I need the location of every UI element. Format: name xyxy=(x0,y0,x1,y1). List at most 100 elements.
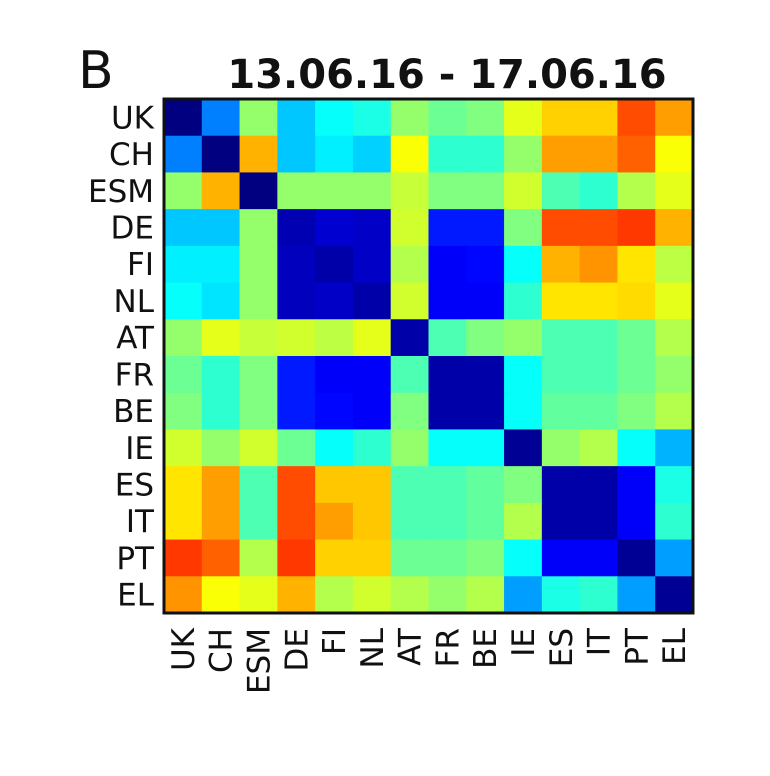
heatmap-cell-NL-ESM xyxy=(239,282,278,320)
heatmap-cell-ES-NL xyxy=(352,466,392,504)
heatmap-cell-PT-FI xyxy=(315,539,354,577)
heatmap-cell-BE-FI xyxy=(315,392,354,431)
x-tick-label: FR xyxy=(430,628,466,667)
heatmap-cell-BE-EL xyxy=(655,392,694,431)
heatmap-cell-PT-FR xyxy=(428,539,467,577)
heatmap-cell-EL-CH xyxy=(201,576,241,614)
heatmap-cell-UK-UK xyxy=(164,99,203,137)
heatmap-cell-IT-FR xyxy=(428,502,467,541)
heatmap-cell-FR-FR xyxy=(428,356,467,394)
heatmap-cell-NL-ES xyxy=(541,282,581,320)
heatmap-cell-UK-PT xyxy=(617,99,656,137)
heatmap-cell-EL-NL xyxy=(352,576,392,614)
heatmap-cell-EL-IT xyxy=(579,576,619,614)
heatmap-cell-FR-FI xyxy=(315,356,354,394)
heatmap-cell-FI-IT xyxy=(579,245,619,284)
heatmap-cell-EL-ES xyxy=(541,576,581,614)
heatmap-cell-FR-DE xyxy=(277,356,316,394)
y-tick-label: DE xyxy=(111,211,154,247)
heatmap-cell-EL-PT xyxy=(617,576,656,614)
x-tick-label: IE xyxy=(506,628,542,657)
heatmap-cell-AT-CH xyxy=(201,319,241,357)
heatmap-cell-NL-IE xyxy=(504,282,543,320)
heatmap-cell-UK-NL xyxy=(352,99,392,137)
heatmap-cell-ESM-NL xyxy=(352,172,392,210)
heatmap-cell-BE-UK xyxy=(164,392,203,431)
heatmap-cell-ES-ESM xyxy=(239,466,278,504)
heatmap-cell-AT-DE xyxy=(277,319,316,357)
heatmap-cell-ESM-UK xyxy=(164,172,203,210)
heatmap-cell-IE-BE xyxy=(466,429,505,467)
heatmap-cell-PT-NL xyxy=(352,539,392,577)
heatmap-cell-ES-DE xyxy=(277,466,316,504)
heatmap-cell-DE-CH xyxy=(201,209,241,247)
heatmap-cell-ESM-CH xyxy=(201,172,241,210)
heatmap-cell-AT-ES xyxy=(541,319,581,357)
heatmap-cell-CH-UK xyxy=(164,135,203,174)
heatmap-cell-FR-ESM xyxy=(239,356,278,394)
heatmap-cell-NL-PT xyxy=(617,282,656,320)
heatmap-cell-ESM-PT xyxy=(617,172,656,210)
heatmap-cell-BE-FR xyxy=(428,392,467,431)
heatmap-cell-ES-IT xyxy=(579,466,619,504)
heatmap-cell-CH-IE xyxy=(504,135,543,174)
heatmap-cell-CH-PT xyxy=(617,135,656,174)
heatmap-cell-ESM-EL xyxy=(655,172,694,210)
heatmap-cell-AT-EL xyxy=(655,319,694,357)
heatmap-cell-CH-BE xyxy=(466,135,505,174)
heatmap-cell-NL-CH xyxy=(201,282,241,320)
heatmap-cell-UK-FI xyxy=(315,99,354,137)
heatmap-cell-IE-FR xyxy=(428,429,467,467)
heatmap-cell-PT-IT xyxy=(579,539,619,577)
heatmap-cell-EL-FI xyxy=(315,576,354,614)
heatmap-cell-EL-ESM xyxy=(239,576,278,614)
heatmap-cell-ESM-DE xyxy=(277,172,316,210)
heatmap-cell-ES-CH xyxy=(201,466,241,504)
heatmap-cell-PT-ES xyxy=(541,539,581,577)
heatmap-cell-UK-ESM xyxy=(239,99,278,137)
panel-letter: B xyxy=(78,41,114,101)
heatmap-cell-ES-EL xyxy=(655,466,694,504)
heatmap-cell-IE-ES xyxy=(541,429,581,467)
heatmap-cell-IE-PT xyxy=(617,429,656,467)
heatmap-cell-FI-CH xyxy=(201,245,241,284)
heatmap-cell-NL-EL xyxy=(655,282,694,320)
heatmap-cell-NL-AT xyxy=(390,282,430,320)
heatmap-cell-FR-ES xyxy=(541,356,581,394)
y-tick-label: ESM xyxy=(88,174,154,210)
heatmap-cell-CH-EL xyxy=(655,135,694,174)
heatmap-cell-ES-PT xyxy=(617,466,656,504)
heatmap-cell-IT-DE xyxy=(277,502,316,541)
heatmap-cell-PT-AT xyxy=(390,539,430,577)
heatmap-cell-AT-BE xyxy=(466,319,505,357)
heatmap-cell-CH-AT xyxy=(390,135,430,174)
heatmap-cell-ESM-ESM xyxy=(239,172,278,210)
heatmap-cell-BE-IT xyxy=(579,392,619,431)
heatmap-cell-DE-UK xyxy=(164,209,203,247)
x-tick-label: NL xyxy=(355,627,391,668)
chart-title: 13.06.16 - 17.06.16 xyxy=(227,52,666,98)
heatmap-cell-AT-IT xyxy=(579,319,619,357)
heatmap-cell-FI-DE xyxy=(277,245,316,284)
heatmap-cell-IT-UK xyxy=(164,502,203,541)
y-tick-label: FI xyxy=(127,247,154,283)
heatmap-cell-EL-EL xyxy=(655,576,694,614)
heatmap-cell-ES-FI xyxy=(315,466,354,504)
heatmap-cell-FI-ES xyxy=(541,245,581,284)
heatmap-cell-ESM-IE xyxy=(504,172,543,210)
heatmap-cell-PT-PT xyxy=(617,539,656,577)
heatmap-cell-IE-AT xyxy=(390,429,430,467)
heatmap-cell-AT-FI xyxy=(315,319,354,357)
heatmap-cell-FI-FI xyxy=(315,245,354,284)
heatmap-cell-DE-BE xyxy=(466,209,505,247)
heatmap-cell-FI-UK xyxy=(164,245,203,284)
heatmap-cell-ES-BE xyxy=(466,466,505,504)
heatmap-cell-CH-ES xyxy=(541,135,581,174)
heatmap-cell-PT-CH xyxy=(201,539,241,577)
heatmap-cell-FR-EL xyxy=(655,356,694,394)
heatmap-cell-DE-AT xyxy=(390,209,430,247)
x-tick-label: IT xyxy=(582,627,618,656)
